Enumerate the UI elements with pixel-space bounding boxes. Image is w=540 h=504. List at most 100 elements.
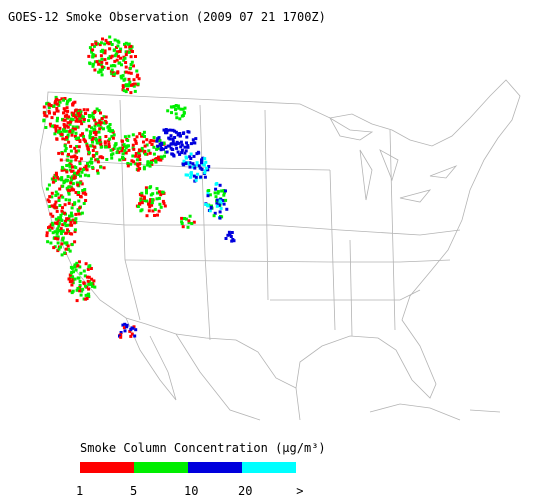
- smoke-pixel: [136, 164, 140, 168]
- smoke-pixel: [87, 174, 91, 178]
- smoke-pixel: [51, 231, 55, 235]
- smoke-pixel: [74, 158, 78, 162]
- smoke-pixel: [131, 83, 135, 86]
- smoke-pixel: [74, 137, 78, 140]
- smoke-pixel: [159, 193, 163, 197]
- smoke-pixel: [73, 230, 77, 234]
- smoke-pixel: [164, 131, 168, 134]
- smoke-pixel: [99, 54, 103, 58]
- smoke-pixel: [120, 63, 123, 67]
- smoke-pixel: [111, 129, 114, 133]
- smoke-pixel: [44, 126, 48, 129]
- smoke-pixel: [132, 64, 135, 68]
- smoke-pixel: [65, 137, 69, 141]
- smoke-pixel: [151, 158, 155, 162]
- smoke-pixel: [224, 189, 227, 193]
- smoke-pixel: [77, 191, 81, 194]
- smoke-pixel: [142, 195, 146, 199]
- smoke-pixel: [170, 105, 174, 109]
- smoke-pixel: [143, 144, 147, 148]
- smoke-pixel: [218, 183, 222, 187]
- smoke-pixel: [78, 260, 81, 264]
- smoke-pixel: [201, 156, 205, 160]
- smoke-pixel: [187, 221, 191, 225]
- smoke-pixel: [226, 233, 230, 237]
- smoke-pixel: [52, 177, 56, 181]
- smoke-pixel: [134, 152, 138, 155]
- smoke-pixel: [132, 78, 136, 82]
- smoke-pixel: [98, 43, 102, 47]
- smoke-pixel: [43, 113, 47, 117]
- smoke-pixel: [196, 172, 200, 176]
- smoke-pixel: [168, 128, 172, 132]
- smoke-pixel: [60, 97, 64, 101]
- smoke-pixel: [105, 61, 109, 65]
- smoke-pixel: [99, 111, 102, 115]
- smoke-pixel: [171, 139, 175, 143]
- smoke-pixel: [89, 157, 93, 161]
- smoke-pixel: [142, 167, 146, 171]
- smoke-pixel: [64, 224, 68, 228]
- smoke-pixel: [66, 244, 70, 248]
- smoke-pixel: [71, 127, 75, 131]
- smoke-pixel: [71, 169, 75, 173]
- smoke-pixel: [180, 216, 184, 220]
- smoke-pixel: [113, 54, 117, 58]
- smoke-pixel: [83, 173, 87, 177]
- smoke-pixel: [227, 230, 231, 234]
- smoke-pixel: [180, 143, 184, 147]
- smoke-pixel: [61, 236, 65, 240]
- smoke-pixel: [99, 145, 103, 149]
- smoke-pixel: [88, 134, 92, 138]
- smoke-pixel: [78, 160, 82, 164]
- legend-label: 5: [130, 484, 137, 498]
- smoke-pixel: [148, 200, 152, 204]
- smoke-pixel: [195, 161, 199, 165]
- smoke-pixel: [87, 54, 91, 58]
- smoke-pixel: [184, 149, 188, 153]
- smoke-pixel: [55, 222, 59, 225]
- smoke-pixel: [50, 226, 54, 230]
- smoke-pixel: [107, 129, 111, 132]
- smoke-pixel: [70, 214, 74, 218]
- smoke-pixel: [196, 150, 200, 154]
- smoke-pixel: [134, 141, 138, 145]
- smoke-pixel: [82, 134, 85, 138]
- smoke-pixel: [54, 171, 58, 175]
- smoke-pixel: [157, 196, 161, 200]
- smoke-pixel: [73, 221, 77, 225]
- smoke-pixel: [230, 231, 234, 234]
- smoke-pixel: [63, 97, 67, 100]
- smoke-pixel: [53, 230, 57, 234]
- smoke-pixel: [63, 180, 66, 184]
- smoke-pixel: [137, 148, 141, 152]
- smoke-pixel: [51, 214, 55, 218]
- smoke-pixel: [74, 131, 78, 135]
- smoke-pixel: [68, 122, 72, 126]
- smoke-pixel: [104, 38, 108, 42]
- smoke-pixel: [77, 212, 81, 216]
- smoke-pixel: [48, 195, 52, 199]
- smoke-pixel: [46, 198, 50, 202]
- smoke-pixel: [95, 152, 99, 156]
- smoke-pixel: [61, 229, 65, 233]
- smoke-pixel: [54, 217, 58, 221]
- smoke-pixel: [194, 178, 198, 182]
- caribbean: [369, 403, 501, 421]
- smoke-pixel: [114, 142, 118, 146]
- smoke-pixel: [80, 170, 84, 174]
- smoke-pixel: [204, 160, 208, 164]
- smoke-pixel: [78, 289, 82, 293]
- smoke-pixel: [150, 201, 154, 205]
- smoke-pixel: [139, 199, 143, 203]
- smoke-pixel: [180, 148, 184, 152]
- smoke-pixel: [129, 55, 133, 59]
- smoke-pixel: [109, 70, 113, 74]
- smoke-pixel: [173, 129, 177, 133]
- smoke-pixel: [132, 160, 136, 164]
- smoke-pixel: [91, 53, 95, 56]
- smoke-pixel: [70, 279, 74, 283]
- smoke-pixel: [66, 228, 69, 232]
- smoke-pixel: [156, 144, 160, 148]
- smoke-pixel: [218, 216, 222, 220]
